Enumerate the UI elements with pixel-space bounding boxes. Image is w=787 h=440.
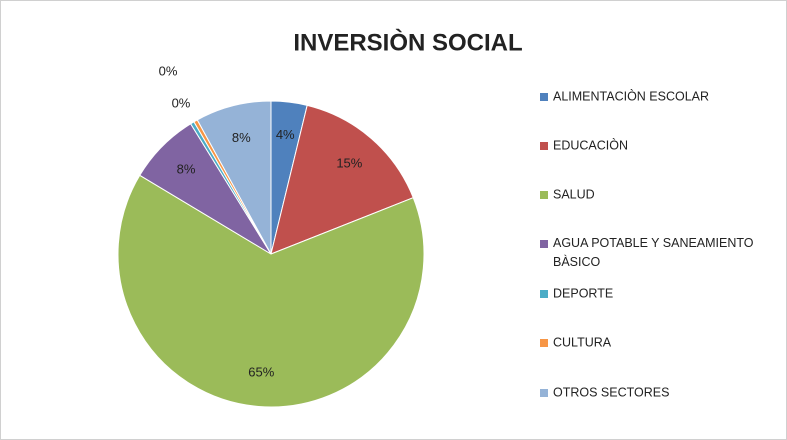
pie-slice: [117, 174, 425, 408]
data-label: 0%: [159, 64, 178, 79]
data-label: 15%: [336, 155, 362, 170]
legend-label: SALUD: [553, 187, 595, 201]
data-label: 4%: [276, 127, 295, 142]
data-label: 8%: [177, 162, 196, 177]
legend-label: OTROS SECTORES: [553, 385, 669, 399]
legend-label: EDUCACIÒN: [553, 137, 628, 152]
legend-swatch: [540, 93, 548, 101]
legend-label: CULTURA: [553, 335, 612, 349]
legend-label: AGUA POTABLE Y SANEAMIENTO BÀSICO: [553, 236, 754, 269]
data-label: 65%: [248, 364, 274, 379]
legend-swatch: [540, 191, 548, 199]
legend-swatch: [540, 290, 548, 298]
legend-swatch: [540, 339, 548, 347]
legend-swatch: [540, 142, 548, 150]
pie-slice: [196, 100, 272, 255]
legend-label: DEPORTE: [553, 286, 613, 300]
legend-swatch: [540, 389, 548, 397]
pie-slice: [270, 104, 414, 255]
data-label: 8%: [232, 130, 251, 145]
chart-title: INVERSIÒN SOCIAL: [293, 28, 522, 56]
legend-label: ALIMENTACIÒN ESCOLAR: [553, 88, 709, 103]
legend-swatch: [540, 240, 548, 248]
data-label: 0%: [172, 95, 191, 110]
